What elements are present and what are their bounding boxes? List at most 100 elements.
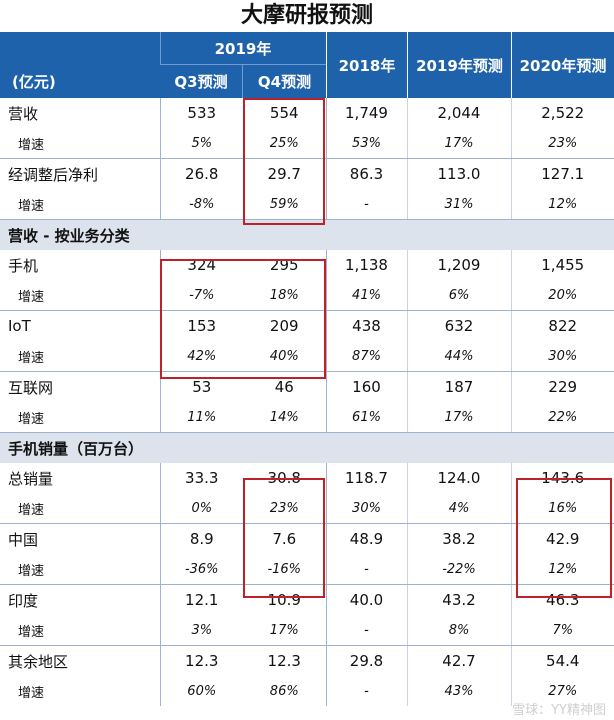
header-2020f: 2020年预测 — [512, 32, 614, 98]
table-cell: 113.0 — [407, 158, 512, 189]
table-row: 增速 60% 86% -43% 27% — [0, 676, 614, 706]
table-cell: 4% — [407, 493, 512, 524]
table-cell: -36% — [160, 554, 243, 585]
table-cell: - — [326, 554, 408, 585]
table-cell: 54.4 — [546, 652, 580, 670]
row-label: 增速 — [0, 189, 161, 220]
table-row: 营收 533 554 1,749 2,044 2,522 — [0, 98, 614, 128]
table-cell: 42% — [160, 341, 243, 372]
table-cell: 187 — [407, 371, 512, 402]
table-cell: 2,522 — [541, 104, 585, 122]
row-label: 增速 — [0, 128, 161, 159]
table-cell: 17% — [243, 615, 327, 646]
table-cell: 20% — [511, 280, 614, 311]
row-label: 增速 — [0, 493, 161, 524]
header-q4: Q4预测 — [243, 65, 326, 98]
table-cell: -22% — [407, 554, 512, 585]
table-cell: 5% — [160, 128, 243, 159]
table-cell: 8.9 — [189, 530, 214, 548]
table-cell: 554 — [243, 98, 327, 128]
table-cell: 160 — [326, 371, 408, 402]
table-cell: 7% — [511, 615, 614, 646]
table-cell: 11% — [160, 402, 243, 433]
table-cell: 118.7 — [326, 463, 408, 493]
table-cell: 48.9 — [326, 523, 408, 554]
table-row: 总销量 33.3 30.8 118.7 124.0 143.6 — [0, 463, 614, 493]
table-row: 增速 3% 17% -8% 7% — [0, 615, 614, 646]
table-cell: -8% — [160, 189, 243, 220]
table-cell: 29.7 — [243, 158, 327, 189]
row-label: 互联网 — [0, 371, 161, 402]
table-cell: 1,209 — [407, 250, 512, 280]
highlight-box-q4-top — [243, 98, 325, 225]
table-cell: 17% — [407, 128, 512, 159]
table-row: 经调整后净利 26.8 29.7 86.3 113.0 127.1 — [0, 158, 614, 189]
table-cell: - — [326, 676, 408, 706]
table-cell: 22% — [511, 402, 614, 433]
table-row: 增速 5% 25% 53% 17% 23% — [0, 128, 614, 159]
table-cell: 12% — [511, 554, 614, 585]
table-cell: 40.0 — [326, 584, 408, 615]
table-cell: 8% — [407, 615, 512, 646]
table-cell: 23% — [243, 493, 327, 524]
section-header-phone: 手机销量（百万台） — [0, 432, 614, 463]
table-cell: 18% — [243, 280, 327, 311]
table-cell: 46 — [243, 371, 327, 402]
table-cell: 23% — [511, 128, 614, 159]
table-cell: 127.1 — [541, 165, 585, 183]
table-cell: 12.3 — [185, 652, 219, 670]
row-label: IoT — [0, 310, 161, 341]
table-row: 增速 -36% -16% - -22% 12% — [0, 554, 614, 585]
table-cell: 53% — [326, 128, 408, 159]
highlight-box-q4-phone — [243, 478, 325, 598]
table-cell: 12.3 — [243, 645, 327, 676]
table-cell: 41% — [326, 280, 408, 311]
table-cell: 43% — [407, 676, 512, 706]
header-2019f: 2019年预测 — [408, 32, 511, 98]
table-cell: 0% — [160, 493, 243, 524]
page-title: 大摩研报预测 — [240, 3, 373, 28]
table-cell: 1,749 — [326, 98, 408, 128]
row-label: 增速 — [0, 280, 161, 311]
table-cell: 14% — [243, 402, 327, 433]
header-2019-group: 2019年 — [160, 32, 326, 65]
table-cell: 153 — [187, 317, 217, 335]
row-label: 增速 — [0, 615, 161, 646]
table-cell: 30% — [511, 341, 614, 372]
table-cell: 1,455 — [541, 256, 585, 274]
table-cell: - — [326, 189, 408, 220]
table-row: 增速 42% 40% 87% 44% 30% — [0, 341, 614, 372]
row-label: 增速 — [0, 676, 161, 706]
table-row: 增速 0% 23% 30% 4% 16% — [0, 493, 614, 524]
header-2018: 2018年 — [327, 32, 407, 98]
table-cell: 60% — [187, 683, 217, 699]
table-row: IoT 153 209 438 632 822 — [0, 310, 614, 341]
table-cell: 1,138 — [326, 250, 408, 280]
table-cell: 632 — [407, 310, 512, 341]
highlight-box-2020-phone — [516, 478, 612, 598]
row-label: 增速 — [0, 341, 161, 372]
table-row: 增速 -8% 59% -31% 12% — [0, 189, 614, 220]
table-cell: 44% — [407, 341, 512, 372]
table-row: 增速 11% 14% 61% 17% 22% — [0, 402, 614, 433]
table-row: 中国 8.9 7.6 48.9 38.2 42.9 — [0, 523, 614, 554]
table-cell: 6% — [407, 280, 512, 311]
table-cell: 7.6 — [243, 523, 327, 554]
table-row: 印度 12.1 10.9 40.0 43.2 46.3 — [0, 584, 614, 615]
table-cell: 38.2 — [407, 523, 512, 554]
row-label: 增速 — [0, 554, 161, 585]
table-cell: 438 — [326, 310, 408, 341]
table-cell: 33.3 — [185, 469, 219, 487]
section-title: 营收 - 按业务分类 — [0, 219, 326, 250]
row-label: 营收 — [0, 98, 161, 128]
table-cell: 17% — [407, 402, 512, 433]
header-left-band — [0, 32, 161, 65]
table-cell: 53 — [192, 378, 212, 396]
table-cell: 87% — [326, 341, 408, 372]
section-title: 手机销量（百万台） — [0, 432, 326, 463]
row-label: 印度 — [0, 584, 161, 615]
table-row: 其余地区 12.3 12.3 29.8 42.7 54.4 — [0, 645, 614, 676]
table-row: 互联网 53 46 160 187 229 — [0, 371, 614, 402]
table-cell: -16% — [243, 554, 327, 585]
table-cell: 86% — [243, 676, 327, 706]
